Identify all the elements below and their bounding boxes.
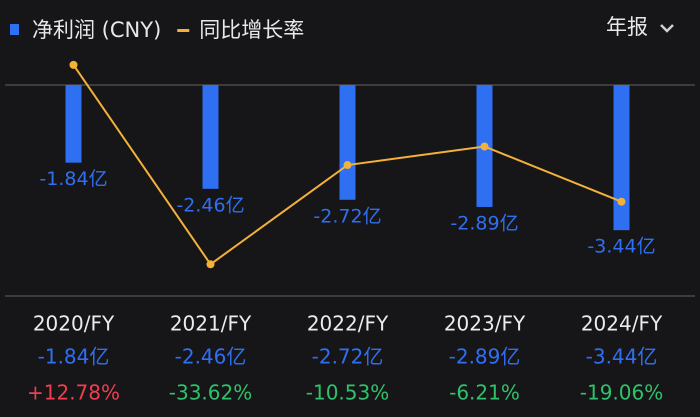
- table-value: -33.62%: [169, 381, 252, 405]
- table-value: -2.72亿: [312, 345, 384, 369]
- table-value: -2.46亿: [175, 345, 247, 369]
- table-value: -6.21%: [449, 381, 520, 405]
- chevron[interactable]: [660, 24, 674, 33]
- period-selector[interactable]: 年报: [606, 15, 674, 39]
- category-label: 2022/FY: [307, 312, 389, 336]
- bar-value-label: -2.46亿: [176, 194, 244, 216]
- bar-value-label: -3.44亿: [587, 236, 655, 258]
- bar-value-label: -1.84亿: [39, 168, 107, 190]
- growth-point: [617, 197, 626, 206]
- growth-point: [343, 161, 352, 170]
- legend-swatch: [10, 24, 19, 35]
- legend-swatch: [177, 29, 190, 32]
- bar: [65, 85, 82, 163]
- growth-point: [206, 260, 215, 269]
- period-label[interactable]: 年报: [606, 15, 648, 39]
- legend-label: 净利润 (CNY): [32, 18, 161, 42]
- growth-point: [69, 60, 78, 69]
- category-label: 2020/FY: [33, 312, 115, 336]
- bar-value-label: -2.72亿: [313, 205, 381, 227]
- bar-value-label: -2.89亿: [450, 212, 518, 234]
- bar: [613, 85, 630, 231]
- table-value: -10.53%: [306, 381, 389, 405]
- table-value: -3.44亿: [586, 345, 658, 369]
- table-value: +12.78%: [27, 381, 120, 405]
- category-label: 2023/FY: [444, 312, 526, 336]
- legend-label: 同比增长率: [199, 18, 304, 42]
- table-value: -19.06%: [580, 381, 663, 405]
- category-label: 2024/FY: [581, 312, 663, 336]
- category-label: 2021/FY: [170, 312, 252, 336]
- table-value: -1.84亿: [38, 345, 110, 369]
- bar: [339, 85, 356, 200]
- table-value: -2.89亿: [449, 345, 521, 369]
- growth-point: [480, 142, 489, 151]
- bar: [202, 85, 219, 189]
